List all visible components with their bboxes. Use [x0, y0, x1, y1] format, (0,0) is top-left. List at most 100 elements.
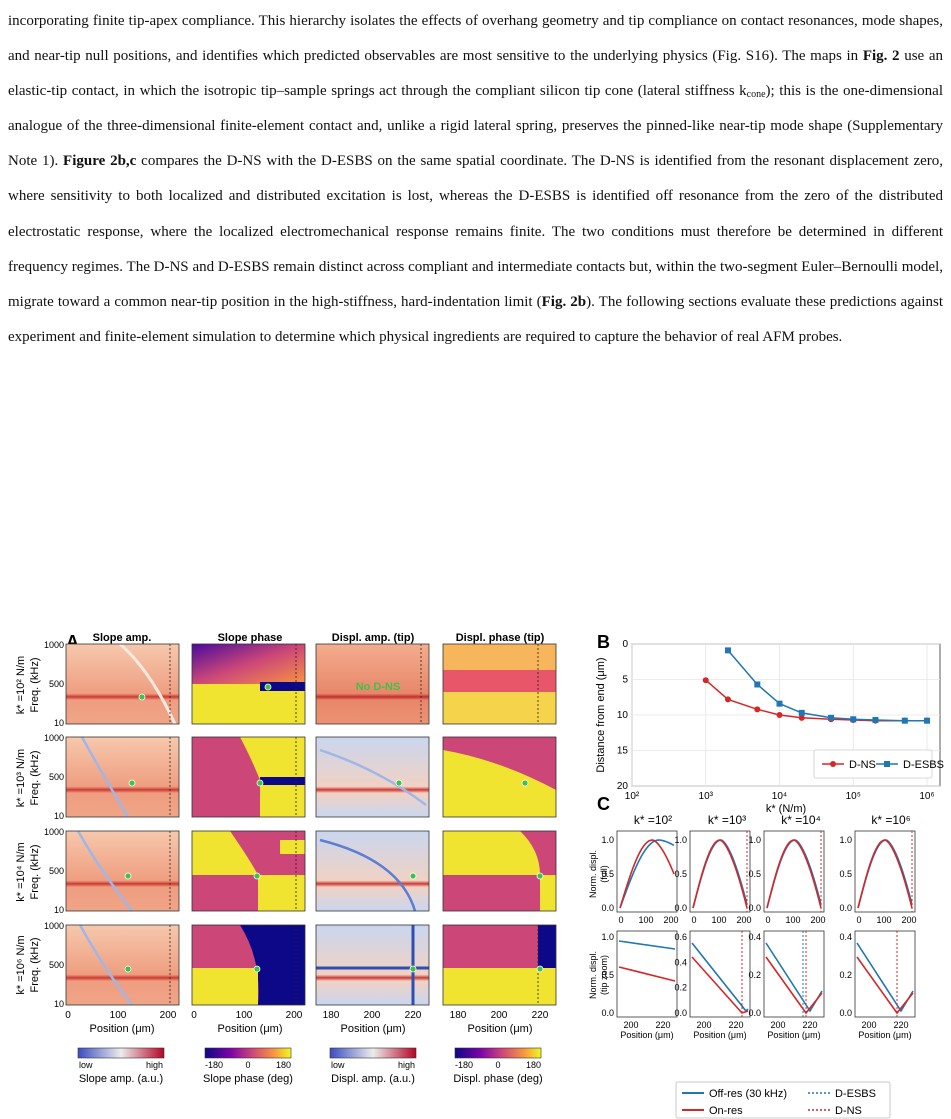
subplot-frame-bottom: [616, 930, 678, 1018]
colorbar-mid: 0: [495, 1060, 500, 1070]
x-ticks: 10² 10³ 10⁴ 10⁵ 10⁶: [625, 791, 935, 802]
y-tick: 500: [49, 772, 64, 782]
y-tick: 10: [54, 811, 64, 821]
figure-ref: Fig. 2b: [541, 293, 587, 310]
y-tick-label: 0.0: [601, 903, 614, 913]
x-label: Position (μm): [217, 1023, 282, 1035]
x-axis-label: Position (μm): [858, 1030, 911, 1040]
y-tick-label: 5: [622, 675, 628, 686]
heatmap-phase-band: [260, 682, 305, 691]
x-tick: 200: [364, 1010, 381, 1021]
colorbar-max: 180: [526, 1060, 541, 1070]
heatmap-phase-region: [240, 925, 305, 1005]
freq-label: Freq. (kHz): [29, 845, 41, 900]
x-tick-label: 200: [696, 1020, 711, 1030]
text-run: incorporating finite tip-apex compliance…: [8, 13, 943, 65]
x-tick-label: 0: [618, 915, 623, 925]
x-tick: 220: [532, 1010, 549, 1021]
colorbar-label: Slope amp. (a.u.): [79, 1073, 163, 1085]
y-tick-label: 0.0: [748, 1008, 761, 1018]
colorbar-min: low: [79, 1060, 93, 1070]
colorbar-displ-amp: [329, 1047, 417, 1059]
heatmap-x-labels: Position (μm) Position (μm) Position (μm…: [89, 1023, 532, 1035]
x-label: Position (μm): [340, 1023, 405, 1035]
x-tick: 100: [110, 1010, 127, 1021]
y-tick-label: 1.0: [601, 932, 614, 942]
y-label: Norm. displ.: [588, 951, 598, 999]
y-tick-label: 1.0: [674, 835, 687, 845]
curve-off-res: [766, 839, 822, 909]
y-tick: 500: [49, 679, 64, 689]
heatmap-r1-displ-amp: [316, 644, 429, 724]
colorbar-max: high: [398, 1060, 415, 1070]
x-tick-label: 10³: [699, 791, 714, 802]
curve-off-res: [691, 942, 749, 1013]
subplot-frame-bottom: [763, 930, 825, 1018]
point-d-esbs: [724, 647, 731, 654]
heatmap-r1-slope-amp: [66, 644, 179, 724]
y-tick-label: 0.0: [839, 1008, 852, 1018]
y-tick: 500: [49, 866, 64, 876]
subplot-frame-top: [854, 830, 916, 913]
y-tick-label: 0.5: [674, 869, 687, 879]
subplot-frame-bottom: [689, 930, 751, 1018]
y-tick-label: 0.5: [601, 970, 614, 980]
figure-ref: Fig. 2: [862, 48, 900, 65]
x-tick-label: 100: [711, 915, 726, 925]
point-d-esbs: [754, 681, 761, 688]
y-tick: 10: [54, 718, 64, 728]
text-run: ); this is the one-dimensional analogue …: [8, 83, 943, 170]
legend-marker-desbs: [884, 761, 890, 767]
text-run: compares the D-NS with the D-ESBS on the…: [8, 153, 944, 310]
x-tick-label: 200: [810, 915, 825, 925]
x-tick-label: 200: [901, 915, 916, 925]
heatmap-phase-region: [538, 925, 556, 968]
y-tick-label: 15: [617, 746, 629, 757]
x-tick-label: 10⁶: [919, 791, 934, 802]
legend-label-on-res: On-res: [709, 1105, 743, 1117]
x-tick: 220: [405, 1010, 422, 1021]
legend-label-desbs: D-ESBS: [903, 759, 944, 771]
legend-label-dns: D-NS: [835, 1105, 862, 1117]
x-tick-label: 10⁴: [772, 791, 787, 802]
x-tick-label: 100: [876, 915, 891, 925]
legend-label-desbs: D-ESBS: [835, 1088, 876, 1100]
legend-marker-dns: [830, 761, 836, 767]
colorbar-max: 180: [276, 1060, 291, 1070]
colorbar-label: Slope phase (deg): [203, 1073, 293, 1085]
x-tick-label: 200: [663, 915, 678, 925]
curve-on-res: [692, 839, 748, 909]
curve-off-res: [856, 942, 914, 1013]
heatmap-y-ticks: 1000 500 10 1000 500 10 1000 500 10 1000…: [44, 640, 64, 1009]
y-tick-label: 10: [617, 710, 629, 721]
y-tick-label: 0.2: [839, 970, 852, 980]
panel-c-plots: 0.0 0.5 1.0 0 100 200 0.0 0.5 1.0 200 220Position …: [601, 830, 917, 1040]
y-tick-label: 0.0: [601, 1008, 614, 1018]
heatmap-phase-region: [258, 875, 305, 911]
heatmap-phase-region: [192, 831, 258, 875]
heatmap-frames: [65, 643, 557, 1006]
colorbar-mid: 0: [245, 1060, 250, 1070]
y-tick: 10: [54, 905, 64, 915]
heatmap-phase-region: [443, 968, 538, 1005]
colorbar-slope-phase: [204, 1047, 292, 1059]
curve-off-res: [857, 839, 913, 909]
heatmap-ridge: [78, 924, 133, 1006]
curve-off-res: [619, 839, 675, 909]
x-tick: 200: [491, 1010, 508, 1021]
tip-markers: [169, 644, 539, 1005]
heatmap-phase-region: [192, 968, 258, 1005]
figure-2: A B C Slope amp. Slope phase Displ. amp.…: [15, 632, 944, 1119]
y-tick-label: 0.5: [748, 869, 761, 879]
curve-off-res: [618, 940, 676, 950]
x-tick-label: 200: [770, 1020, 785, 1030]
y-tick-label: 0.5: [839, 869, 852, 879]
row-label-k6: k* =10⁶ N/m: [15, 935, 27, 994]
x-tick-label: 220: [893, 1020, 908, 1030]
heatmap-ridge: [319, 748, 427, 806]
heatmap-phase-gradient: [192, 644, 305, 684]
y-tick-label: 0.0: [748, 903, 761, 913]
y-tick-label: 0.4: [674, 957, 687, 967]
x-tick-label: 200: [736, 915, 751, 925]
col-title-slope-amp: Slope amp.: [93, 632, 152, 644]
